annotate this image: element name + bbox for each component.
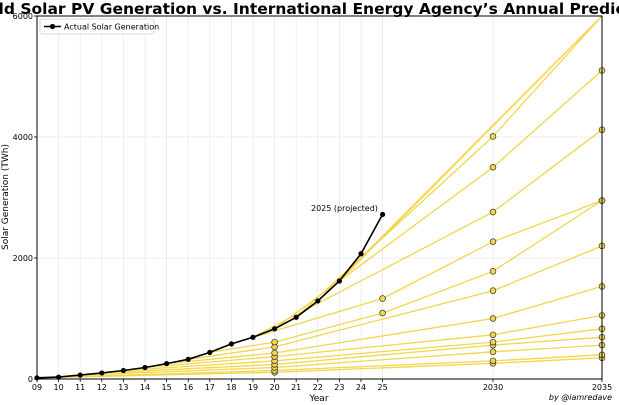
actual-point: [228, 341, 234, 347]
prediction-line-1: [36, 357, 603, 379]
actual-point: [207, 349, 213, 355]
legend-marker-swatch: [49, 23, 56, 30]
x-tick-label: 2030: [483, 383, 503, 392]
y-tick-label: 2000: [13, 254, 33, 263]
actual-point: [142, 364, 148, 371]
prediction-point: [489, 287, 497, 294]
prediction-point: [489, 268, 497, 275]
legend: Actual Solar Generation: [39, 18, 159, 35]
prediction-line-8: [188, 245, 603, 360]
prediction-point: [271, 349, 278, 357]
prediction-line-10: [231, 199, 603, 345]
x-tick-label: 19: [248, 383, 258, 392]
actual-point: [77, 372, 83, 378]
x-tick-label: 18: [226, 383, 236, 392]
actual-point: [56, 374, 62, 380]
actual-point: [164, 360, 170, 367]
prediction-point: [379, 295, 386, 302]
prediction-point: [489, 331, 497, 339]
actual-point: [336, 278, 342, 284]
prediction-point: [489, 357, 497, 365]
x-tick-label: 20: [270, 383, 280, 392]
prediction-point: [489, 238, 497, 245]
prediction-line-7: [166, 285, 603, 365]
x-tick-label: 15: [162, 383, 172, 392]
legend-box: [39, 18, 155, 35]
x-tick-label: 13: [118, 383, 128, 392]
y-tick-label: 6000: [13, 12, 33, 21]
actual-series: [34, 211, 386, 381]
chart-title: World Solar PV Generation vs. Internatio…: [0, 0, 619, 18]
prediction-point: [489, 208, 497, 216]
prediction-line-15: [338, 15, 603, 282]
prediction-point: [489, 133, 497, 140]
prediction-line-3: [80, 344, 603, 376]
x-tick-label: 12: [97, 383, 107, 392]
prediction-line-2: [58, 354, 603, 378]
prediction-point: [489, 164, 497, 171]
credit-text: by @iamredave: [549, 393, 612, 402]
legend-label-actual: Actual Solar Generation: [64, 23, 159, 32]
x-tick-label: 11: [75, 383, 85, 392]
actual-point: [120, 367, 126, 374]
x-tick-label: 09: [32, 383, 42, 392]
prediction-point: [271, 338, 278, 346]
actual-point: [358, 251, 364, 257]
prediction-line-12: [274, 69, 603, 330]
prediction-line-4: [101, 336, 603, 374]
plot-frame: [36, 15, 603, 380]
x-tick-label: 2035: [592, 383, 612, 392]
y-axis-label: Solar Generation (TWh): [1, 144, 11, 250]
prediction-point: [489, 315, 497, 322]
prediction-point: [489, 338, 497, 346]
actual-point: [380, 211, 386, 218]
x-tick-label: 10: [54, 383, 64, 392]
prediction-point: [489, 348, 497, 356]
prediction-lines: [36, 15, 603, 379]
actual-point: [315, 298, 321, 304]
prediction-line-5: [123, 328, 603, 372]
y-axis: 0 2000 4000 6000: [13, 12, 37, 384]
y-tick-label: 4000: [13, 133, 33, 142]
x-tick-label: 23: [334, 383, 344, 392]
x-tick-label: 21: [291, 383, 301, 392]
prediction-line-6: [144, 314, 603, 369]
prediction-point: [379, 309, 386, 317]
actual-point: [293, 314, 299, 320]
x-axis-label: Year: [308, 394, 328, 404]
y-tick-label: 0: [28, 375, 33, 384]
actual-point: [250, 334, 256, 340]
x-tick-label: 24: [356, 383, 366, 392]
x-tick-label: 14: [140, 383, 150, 392]
x-tick-label: 17: [205, 383, 215, 392]
actual-point: [99, 370, 105, 376]
actual-point: [185, 356, 191, 362]
x-tick-label: 16: [183, 383, 193, 392]
x-tick-label: 25: [378, 383, 388, 392]
annotation-2025-projected: 2025 (projected): [311, 204, 378, 213]
x-axis: 09 10 11 12 13 14 15 16 17 18 19 20 21 22 23 24 25 2030 20…: [32, 379, 612, 392]
actual-point: [272, 326, 278, 332]
grid: [36, 15, 603, 380]
x-tick-label: 22: [313, 383, 323, 392]
